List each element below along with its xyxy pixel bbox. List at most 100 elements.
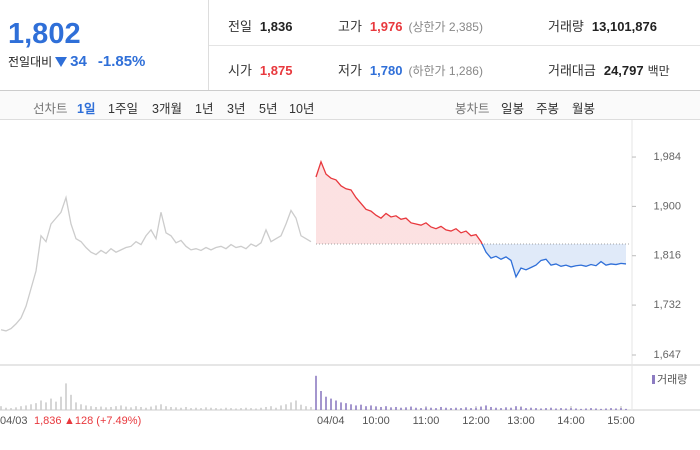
volume-bar	[270, 406, 272, 410]
volume-bar	[315, 375, 317, 410]
y-tick-label: 1,900	[653, 200, 681, 212]
volume-bar	[565, 408, 567, 410]
volume-bar	[135, 406, 137, 410]
volume-bar	[190, 408, 192, 410]
stat-value: 1,780	[369, 63, 403, 78]
volume-bar	[510, 407, 512, 410]
volume-bar	[570, 408, 572, 410]
volume-bar	[400, 407, 402, 410]
volume-bar	[395, 406, 397, 410]
volume-bar	[515, 406, 517, 410]
volume-bar	[445, 407, 447, 410]
volume-bar	[450, 408, 452, 410]
volume-bar	[65, 383, 67, 410]
volume-bar	[590, 408, 592, 410]
tab[interactable]: 5년	[259, 102, 278, 116]
y-tick-label: 1,816	[653, 250, 681, 262]
volume-bar	[580, 408, 582, 410]
volume-bar	[165, 406, 167, 410]
volume-bar	[215, 408, 217, 410]
stat-label: 고가	[338, 19, 362, 34]
volume-bar	[610, 408, 612, 410]
tab[interactable]: 월봉	[572, 102, 596, 116]
volume-bar	[385, 406, 387, 410]
stat-note: (하한가 1,286)	[408, 64, 483, 78]
volume-bar	[170, 406, 172, 410]
volume-bar	[120, 405, 122, 410]
prev-close: 1,836	[34, 415, 62, 427]
volume-bar	[35, 403, 37, 410]
volume-bar	[495, 407, 497, 410]
volume-bar	[480, 406, 482, 410]
volume-bar	[210, 407, 212, 410]
x-tick-label: 10:00	[362, 415, 390, 427]
volume-bar	[390, 407, 392, 410]
x-tick-label: 15:00	[607, 415, 635, 427]
volume-bar	[470, 408, 472, 410]
volume-bar	[555, 408, 557, 410]
volume-bar	[505, 407, 507, 410]
area-fill	[316, 161, 626, 277]
volume-bar	[500, 408, 502, 410]
volume-bar	[475, 407, 477, 410]
legend-swatch	[652, 375, 655, 384]
volume-bar	[425, 407, 427, 410]
stat: 고가 1,976 (상한가 2,385)	[338, 16, 483, 35]
tab[interactable]: 일봉	[501, 102, 525, 116]
volume-bar	[25, 405, 27, 410]
volume-bar	[285, 404, 287, 410]
stat: 시가 1,875	[228, 60, 292, 79]
volume-bar	[605, 408, 607, 410]
stat-label: 저가	[338, 63, 362, 78]
volume-bar	[140, 406, 142, 410]
change-pct: -1.85%	[97, 53, 146, 70]
quote-box: 1,802 전일대비 34 -1.85%	[0, 0, 209, 90]
volume-bar	[535, 408, 537, 410]
tab[interactable]: 1년	[195, 102, 214, 116]
quote-header: 1,802 전일대비 34 -1.85% 전일 1,836 고가 1,976 (상한가…	[0, 0, 700, 91]
volume-bar	[20, 406, 22, 410]
volume-bar	[280, 405, 282, 410]
volume-bar	[320, 391, 322, 410]
tab[interactable]: 3개월	[152, 102, 182, 116]
tab[interactable]: 1일	[77, 102, 96, 116]
volume-bar	[415, 407, 417, 410]
change: 전일대비 34 -1.85%	[8, 53, 145, 70]
volume-bar	[365, 406, 367, 410]
volume-bar	[265, 406, 267, 410]
stat-value: 13,101,876	[591, 19, 657, 34]
volume-bar	[360, 404, 362, 410]
volume-bar	[180, 407, 182, 410]
volume-bar	[305, 406, 307, 410]
tab[interactable]: 주봉	[536, 102, 560, 116]
volume-bar	[545, 408, 547, 410]
stat-label: 시가	[228, 63, 252, 78]
volume-bar	[205, 407, 207, 410]
tab[interactable]: 1주일	[108, 102, 138, 116]
stat-value: 1,875	[259, 63, 293, 78]
volume-bar	[250, 408, 252, 410]
divider	[209, 45, 700, 46]
volume-bar	[335, 400, 337, 410]
volume-bar	[30, 404, 32, 410]
volume-bar	[560, 408, 562, 410]
tab[interactable]: 3년	[227, 102, 246, 116]
down-icon	[55, 56, 68, 67]
volume-bar	[620, 408, 622, 410]
volume-bar	[275, 407, 277, 410]
x-tick-label: 04/04	[317, 415, 345, 427]
volume-bar	[550, 407, 552, 410]
volume-bar	[5, 407, 7, 410]
tab-bar: 선차트 1일 1주일 3개월 1년 3년 5년 10년 봉차트 일봉 주봉 월봉	[0, 91, 700, 120]
volume-bar	[370, 405, 372, 410]
stat-note: (상한가 2,385)	[408, 20, 483, 34]
volume-bar	[240, 408, 242, 410]
volume-bar	[70, 394, 72, 410]
volume-bar	[75, 402, 77, 410]
tab[interactable]: 10년	[289, 102, 315, 116]
x-tick-label: 11:00	[413, 415, 440, 427]
volume-bar	[430, 407, 432, 410]
price-line	[315, 159, 627, 279]
volume-bar	[325, 396, 327, 410]
volume-bar	[230, 408, 232, 410]
